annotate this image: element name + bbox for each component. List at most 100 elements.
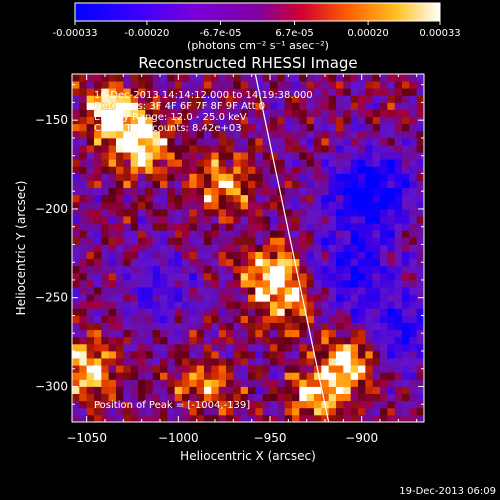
heatmap-cell xyxy=(321,414,330,422)
heatmap-cell xyxy=(108,223,117,231)
heatmap-cell xyxy=(394,294,403,302)
heatmap-cell xyxy=(145,74,154,82)
heatmap-cell xyxy=(262,365,271,373)
heatmap-cell xyxy=(416,223,424,231)
heatmap-cell xyxy=(394,358,403,366)
heatmap-cell xyxy=(336,166,344,174)
heatmap-cell xyxy=(306,365,315,373)
heatmap-cell xyxy=(255,287,264,295)
heatmap-cell xyxy=(72,237,80,245)
heatmap-cell xyxy=(79,237,88,245)
heatmap-cell xyxy=(189,315,198,323)
heatmap-cell xyxy=(299,343,308,352)
heatmap-cell xyxy=(248,173,256,181)
heatmap-cell xyxy=(145,379,154,387)
heatmap-cell xyxy=(409,414,418,422)
heatmap-cell xyxy=(167,208,176,217)
heatmap-cell xyxy=(167,173,176,181)
heatmap-cell xyxy=(72,137,80,146)
heatmap-cell xyxy=(79,265,88,274)
heatmap-cell xyxy=(358,308,366,316)
heatmap-cell xyxy=(343,365,352,373)
heatmap-cell xyxy=(321,137,330,146)
heatmap-cell xyxy=(321,358,330,366)
heatmap-cell xyxy=(255,308,264,316)
heatmap-cell xyxy=(380,272,388,281)
heatmap-cell xyxy=(130,230,139,238)
heatmap-cell xyxy=(270,400,278,409)
heatmap-cell xyxy=(409,407,418,416)
heatmap-cell xyxy=(358,201,366,210)
heatmap-cell xyxy=(292,216,300,224)
heatmap-cell xyxy=(358,216,366,224)
heatmap-cell xyxy=(306,159,315,167)
heatmap-cell xyxy=(336,393,344,402)
heatmap-cell xyxy=(284,123,293,132)
heatmap-cell xyxy=(284,95,293,103)
annotation-detectors: Detectors: 3F 4F 6F 7F 8F 9F Att 0 xyxy=(94,101,265,112)
heatmap-cell xyxy=(394,109,403,118)
heatmap-cell xyxy=(350,223,359,231)
heatmap-cell xyxy=(343,81,352,89)
heatmap-cell xyxy=(116,279,124,288)
heatmap-cell xyxy=(248,287,256,295)
heatmap-cell xyxy=(145,365,154,373)
heatmap-cell xyxy=(240,123,249,132)
heatmap-cell xyxy=(321,230,330,238)
heatmap-cell xyxy=(130,407,139,416)
heatmap-cell xyxy=(292,223,300,231)
heatmap-cell xyxy=(94,244,102,252)
heatmap-cell xyxy=(387,258,396,267)
heatmap-cell xyxy=(94,301,102,309)
heatmap-cell xyxy=(233,152,242,160)
heatmap-cell xyxy=(284,81,293,89)
heatmap-cell xyxy=(336,414,344,422)
heatmap-cell xyxy=(152,386,161,394)
heatmap-cell xyxy=(226,393,234,402)
heatmap-cell xyxy=(86,358,95,366)
heatmap-cell xyxy=(167,244,176,252)
heatmap-cell xyxy=(167,159,176,167)
heatmap-cell xyxy=(350,201,359,210)
heatmap-cell xyxy=(152,208,161,217)
heatmap-cell xyxy=(358,365,366,373)
heatmap-cell xyxy=(350,407,359,416)
heatmap-cell xyxy=(350,194,359,203)
heatmap-cell xyxy=(86,336,95,345)
heatmap-cell xyxy=(343,152,352,160)
heatmap-cell xyxy=(189,393,198,402)
heatmap-cell xyxy=(306,216,315,224)
heatmap-cell xyxy=(94,237,102,245)
heatmap-cell xyxy=(138,166,146,174)
heatmap-cell xyxy=(380,187,388,196)
heatmap-cell xyxy=(226,216,234,224)
heatmap-cell xyxy=(314,95,322,103)
heatmap-cell xyxy=(240,88,249,96)
heatmap-cell xyxy=(145,350,154,359)
heatmap-cell xyxy=(123,237,132,245)
heatmap-cell xyxy=(145,109,154,118)
heatmap-cell xyxy=(248,109,256,118)
heatmap-cell xyxy=(343,102,352,110)
heatmap-cell xyxy=(299,187,308,196)
heatmap-cell xyxy=(152,365,161,373)
heatmap-cell xyxy=(343,358,352,366)
heatmap-cell xyxy=(343,166,352,174)
heatmap-cell xyxy=(204,279,212,288)
heatmap-cell xyxy=(167,152,176,160)
heatmap-cell xyxy=(402,102,410,110)
heatmap-cell xyxy=(387,194,396,203)
heatmap-cell xyxy=(79,223,88,231)
heatmap-cell xyxy=(262,95,271,103)
heatmap-cell xyxy=(130,223,139,231)
heatmap-cell xyxy=(358,287,366,295)
heatmap-cell xyxy=(387,81,396,89)
heatmap-cell xyxy=(380,237,388,245)
heatmap-cell xyxy=(108,116,117,125)
heatmap-cell xyxy=(218,294,227,302)
heatmap-cell xyxy=(402,251,410,260)
heatmap-cell xyxy=(380,116,388,125)
heatmap-cell xyxy=(204,393,212,402)
heatmap-cell xyxy=(321,343,330,352)
heatmap-cell xyxy=(394,336,403,345)
